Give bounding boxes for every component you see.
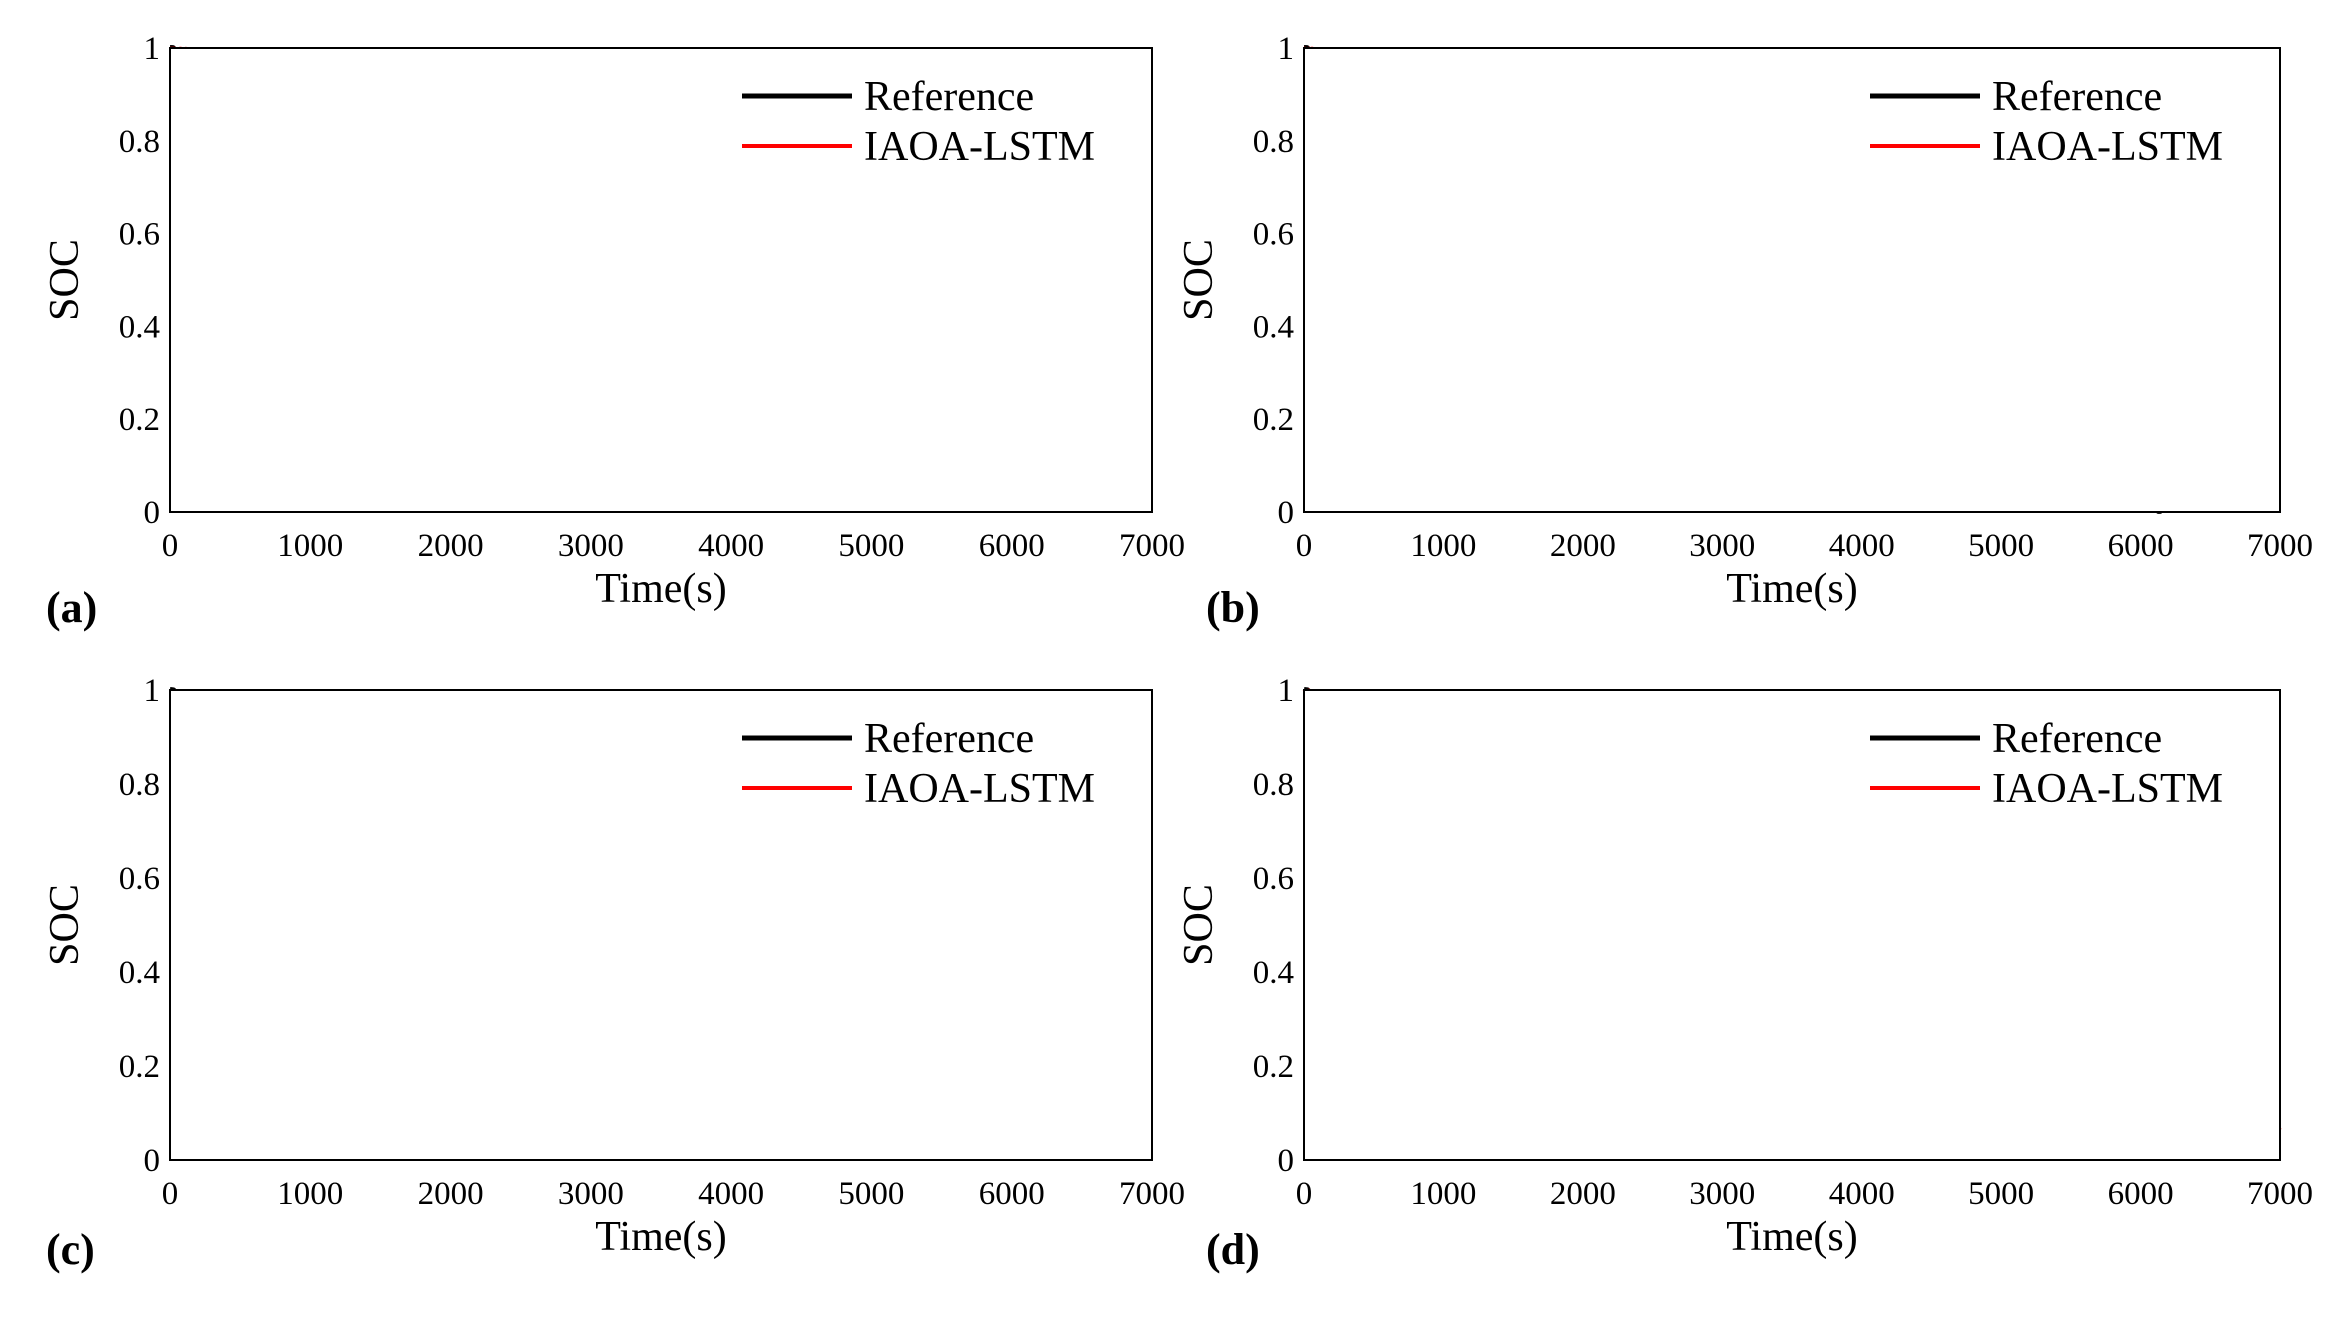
- x-tick-label: 1000: [1410, 528, 1476, 564]
- y-tick-label: 0.4: [119, 309, 160, 345]
- x-tick-label: 0: [162, 528, 179, 564]
- chart-panel-b: 0 1000 2000 3000 4000 5000 6000 7000 0 0.2 0.4 0.6 0…: [1176, 31, 2313, 632]
- x-tick-label: 1000: [1410, 1176, 1476, 1212]
- y-tick-label: 0.2: [119, 402, 160, 438]
- x-tick-label: 3000: [1689, 1176, 1755, 1212]
- y-tick-label: 0.8: [1253, 124, 1294, 160]
- y-tick-label: 1: [1278, 673, 1295, 709]
- legend-label: Reference: [864, 74, 1034, 120]
- y-tick-label: 0: [144, 495, 161, 531]
- x-tick-label: 2000: [418, 1176, 484, 1212]
- y-tick-label: 0.6: [1253, 217, 1294, 253]
- y-tick-label: 0.4: [119, 955, 160, 991]
- chart-panel-c: 0 1000 2000 3000 4000 5000 6000 7000 0 0.2 0.4 0.6 0…: [42, 673, 1185, 1274]
- x-tick-label: 3000: [1689, 528, 1755, 564]
- x-axis-label: Time(s): [595, 566, 726, 612]
- x-tick-label: 7000: [2247, 528, 2313, 564]
- y-tick-label: 0: [144, 1143, 161, 1179]
- y-axis-label: SOC: [1176, 884, 1222, 966]
- y-tick-label: 0.4: [1253, 955, 1294, 991]
- legend-label: IAOA-LSTM: [864, 766, 1095, 812]
- y-tick-label: 0: [1278, 495, 1295, 531]
- x-tick-label: 5000: [1968, 528, 2034, 564]
- y-axis-label: SOC: [42, 239, 88, 321]
- x-tick-label: 5000: [1968, 1176, 2034, 1212]
- x-axis-label: Time(s): [1726, 1214, 1857, 1260]
- axes-frame: [1303, 47, 2281, 513]
- y-tick-label: 0.6: [119, 217, 160, 253]
- x-tick-label: 2000: [418, 528, 484, 564]
- y-tick-label: 0.6: [119, 861, 160, 897]
- y-tick-label: 0.2: [119, 1049, 160, 1085]
- y-tick-label: 1: [1278, 31, 1295, 67]
- x-tick-label: 6000: [2108, 528, 2174, 564]
- x-tick-label: 0: [1296, 1176, 1313, 1212]
- x-tick-label: 7000: [1119, 528, 1185, 564]
- y-tick-label: 0.8: [1253, 767, 1294, 803]
- x-tick-label: 5000: [838, 1176, 904, 1212]
- y-tick-label: 0.8: [119, 767, 160, 803]
- y-tick-label: 1: [144, 31, 161, 67]
- legend-label: IAOA-LSTM: [864, 124, 1095, 170]
- axes-frame: [169, 47, 1153, 513]
- y-axis-label: SOC: [42, 884, 88, 966]
- legend-label: Reference: [1992, 74, 2162, 120]
- x-axis-label: Time(s): [1726, 566, 1857, 612]
- x-tick-label: 4000: [698, 1176, 764, 1212]
- x-tick-label: 4000: [1829, 1176, 1895, 1212]
- x-tick-label: 7000: [1119, 1176, 1185, 1212]
- chart-panel-d: 0 1000 2000 3000 4000 5000 6000 7000 0 0.2 0.4 0.6 0…: [1176, 673, 2313, 1274]
- x-tick-label: 3000: [558, 1176, 624, 1212]
- x-tick-label: 0: [162, 1176, 179, 1212]
- panel-label: (a): [46, 583, 97, 632]
- x-tick-label: 0: [1296, 528, 1313, 564]
- y-tick-label: 0.6: [1253, 861, 1294, 897]
- legend-label: IAOA-LSTM: [1992, 124, 2223, 170]
- axes-frame: [1303, 689, 2281, 1161]
- x-tick-label: 1000: [277, 528, 343, 564]
- x-tick-label: 4000: [698, 528, 764, 564]
- y-axis-label: SOC: [1176, 239, 1222, 321]
- y-tick-label: 1: [144, 673, 161, 709]
- panel-label: (c): [46, 1225, 95, 1274]
- x-tick-label: 2000: [1550, 1176, 1616, 1212]
- panel-label: (b): [1206, 583, 1260, 632]
- x-tick-label: 3000: [558, 528, 624, 564]
- x-tick-label: 6000: [2108, 1176, 2174, 1212]
- legend-label: Reference: [864, 716, 1034, 762]
- x-tick-label: 5000: [838, 528, 904, 564]
- axes-frame: [169, 689, 1153, 1161]
- panel-label: (d): [1206, 1225, 1260, 1274]
- chart-panel-a: 0 1000 2000 3000 4000 5000 6000 7000 0 0.2 0.4 0.6 0…: [42, 31, 1185, 632]
- y-tick-label: 0.2: [1253, 1049, 1294, 1085]
- x-tick-label: 2000: [1550, 528, 1616, 564]
- y-tick-label: 0: [1278, 1143, 1295, 1179]
- legend-label: Reference: [1992, 716, 2162, 762]
- x-tick-label: 7000: [2247, 1176, 2313, 1212]
- x-tick-label: 6000: [979, 1176, 1045, 1212]
- y-tick-label: 0.8: [119, 124, 160, 160]
- y-tick-label: 0.4: [1253, 309, 1294, 345]
- x-tick-label: 4000: [1829, 528, 1895, 564]
- y-tick-label: 0.2: [1253, 402, 1294, 438]
- x-tick-label: 6000: [979, 528, 1045, 564]
- x-axis-label: Time(s): [595, 1214, 726, 1260]
- x-tick-label: 1000: [277, 1176, 343, 1212]
- legend-label: IAOA-LSTM: [1992, 766, 2223, 812]
